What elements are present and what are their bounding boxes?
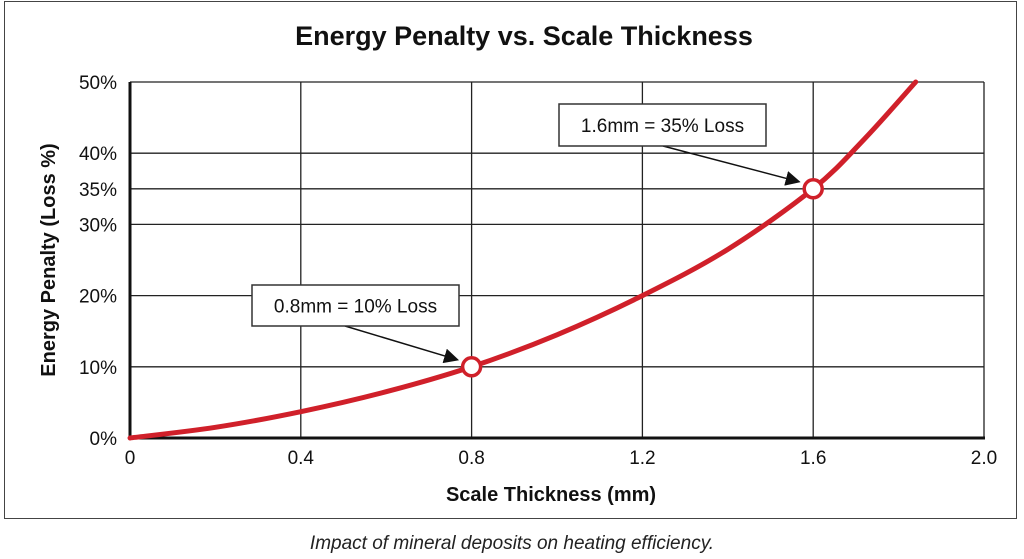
y-tick-label: 10% [79,358,117,379]
x-tick-label: 0 [125,448,136,469]
annotation-arrow [662,145,801,186]
x-tick-label: 1.6 [800,448,826,469]
y-tick-label: 0% [90,429,118,450]
y-tick-label: 40% [79,144,117,165]
x-tick-label: 0.8 [458,448,484,469]
series-line [127,79,919,441]
data-point-marker [802,178,824,200]
chart-title: Energy Penalty vs. Scale Thickness [295,21,753,51]
ticks: 0 0.4 0.8 1.2 1.6 2.0 0% 10% 20% 30% 35% 40% 50% [79,73,997,469]
chart-frame [4,1,1017,519]
annotation-label: 0.8mm = 10% Loss [274,297,437,318]
caption: Impact of mineral deposits on heating ef… [309,533,715,554]
annotation-arrow [344,325,460,364]
data-point-marker [460,356,483,378]
annotations: 0.8mm = 10% Loss 1.6mm = 35% Loss [251,103,824,378]
y-axis-label: Energy Penalty (Loss %) [38,143,60,376]
y-tick-label: 50% [79,73,117,94]
grid [128,81,985,440]
y-tick-label: 30% [79,215,117,236]
x-axis-label: Scale Thickness (mm) [446,484,656,506]
x-tick-label: 1.2 [629,448,655,469]
annotation-box [251,284,460,327]
y-tick-label: 35% [79,180,117,201]
x-tick-label: 0.4 [288,448,315,469]
y-tick-label: 20% [79,287,117,308]
annotation-box [558,103,767,147]
annotation-label: 1.6mm = 35% Loss [581,116,744,137]
x-tick-label: 2.0 [971,448,997,469]
